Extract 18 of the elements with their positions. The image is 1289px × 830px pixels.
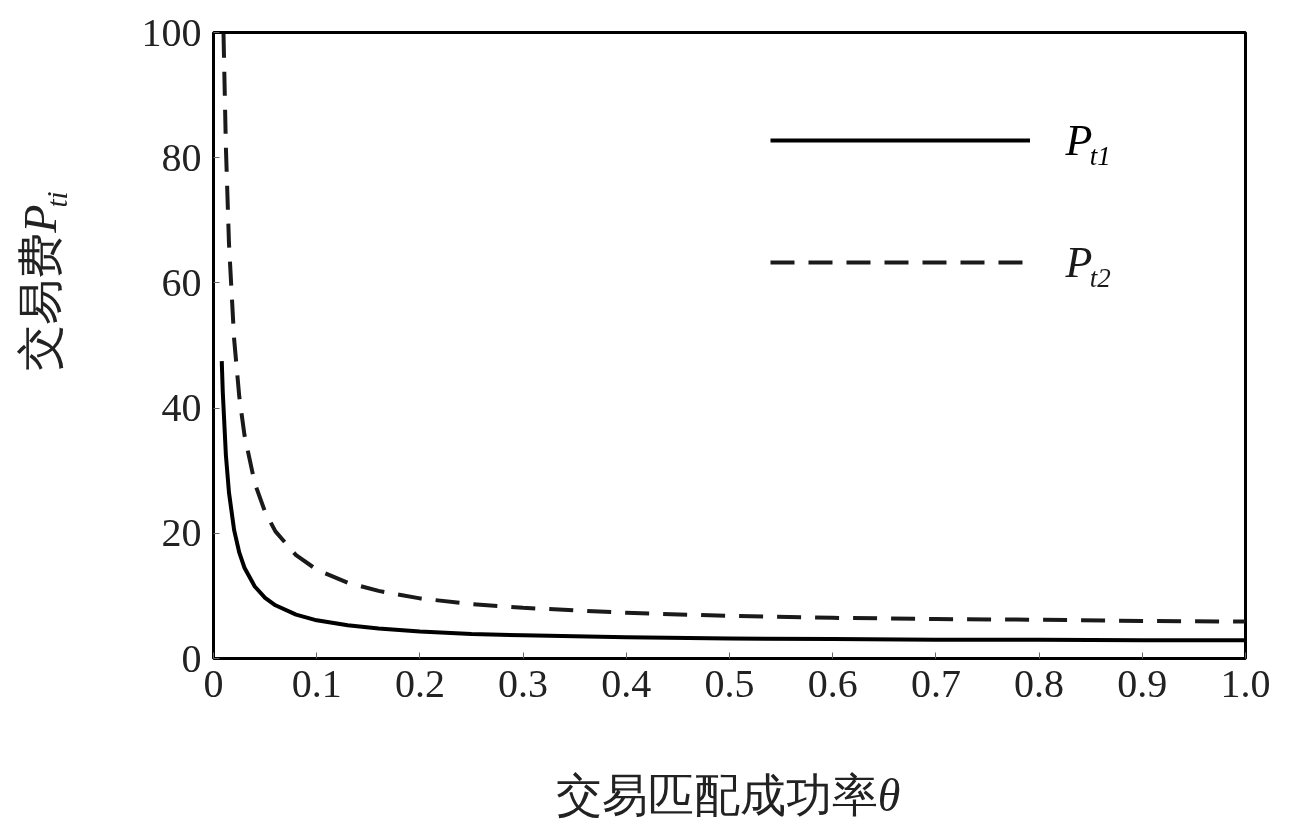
line-series <box>221 32 1246 624</box>
x-tick-label: 0.4 <box>601 660 652 706</box>
x-tick-label: 0.2 <box>394 660 445 706</box>
x-tick-label: 0.8 <box>1014 660 1065 706</box>
x-tick-label: 0.7 <box>910 660 961 706</box>
x-tick-label: 1.0 <box>1220 660 1271 706</box>
y-tick-label: 100 <box>141 9 202 55</box>
x-axis-title: 交易匹配成功率θ <box>555 770 901 821</box>
y-axis-title: 交易费Pti <box>15 191 73 371</box>
x-tick-label: 0.3 <box>498 660 549 706</box>
x-tick-label: 0.6 <box>807 660 858 706</box>
y-tick-label: 20 <box>161 510 202 556</box>
y-tick-label: 60 <box>161 259 202 305</box>
y-tick-label: 80 <box>161 134 202 180</box>
x-tick-label: 0.9 <box>1117 660 1168 706</box>
x-tick-label: 0.1 <box>291 660 342 706</box>
y-tick-label: 40 <box>161 385 202 431</box>
x-tick-label: 0.5 <box>704 660 755 706</box>
